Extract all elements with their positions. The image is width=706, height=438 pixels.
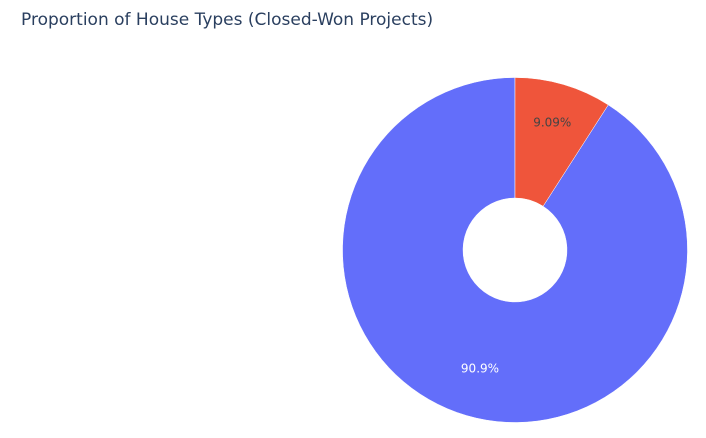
slice-label-0: 90.9% <box>461 362 499 376</box>
chart-title: Proportion of House Types (Closed-Won Pr… <box>21 10 434 30</box>
pie-slice-1 <box>514 77 609 207</box>
pie-slice-0 <box>342 77 688 423</box>
slice-label-1: 9.09% <box>533 116 571 130</box>
